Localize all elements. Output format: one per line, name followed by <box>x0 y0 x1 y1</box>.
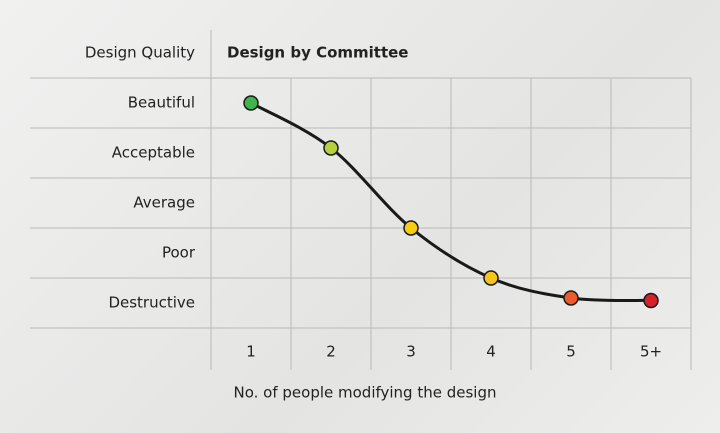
point <box>403 220 419 236</box>
point <box>643 292 659 309</box>
point <box>243 95 259 111</box>
y-tick-label: Average <box>133 194 195 212</box>
x-tick-label: 4 <box>486 343 496 361</box>
x-tick-label: 5 <box>566 343 576 361</box>
point <box>323 140 339 156</box>
x-tick-label: 3 <box>406 343 416 361</box>
chart-title: Design by Committee <box>227 44 408 62</box>
x-tick-label: 2 <box>326 343 336 361</box>
x-tick-label: 1 <box>246 343 256 361</box>
y-tick-label: Acceptable <box>112 144 195 162</box>
y-tick-label: Beautiful <box>128 94 195 112</box>
point <box>483 270 499 286</box>
y-tick-label: Destructive <box>108 294 195 312</box>
y-axis-title: Design Quality <box>85 44 195 62</box>
x-tick-label: 5+ <box>640 343 662 361</box>
x-axis-title: No. of people modifying the design <box>234 384 497 402</box>
y-tick-label: Poor <box>162 244 196 262</box>
point <box>563 290 579 306</box>
